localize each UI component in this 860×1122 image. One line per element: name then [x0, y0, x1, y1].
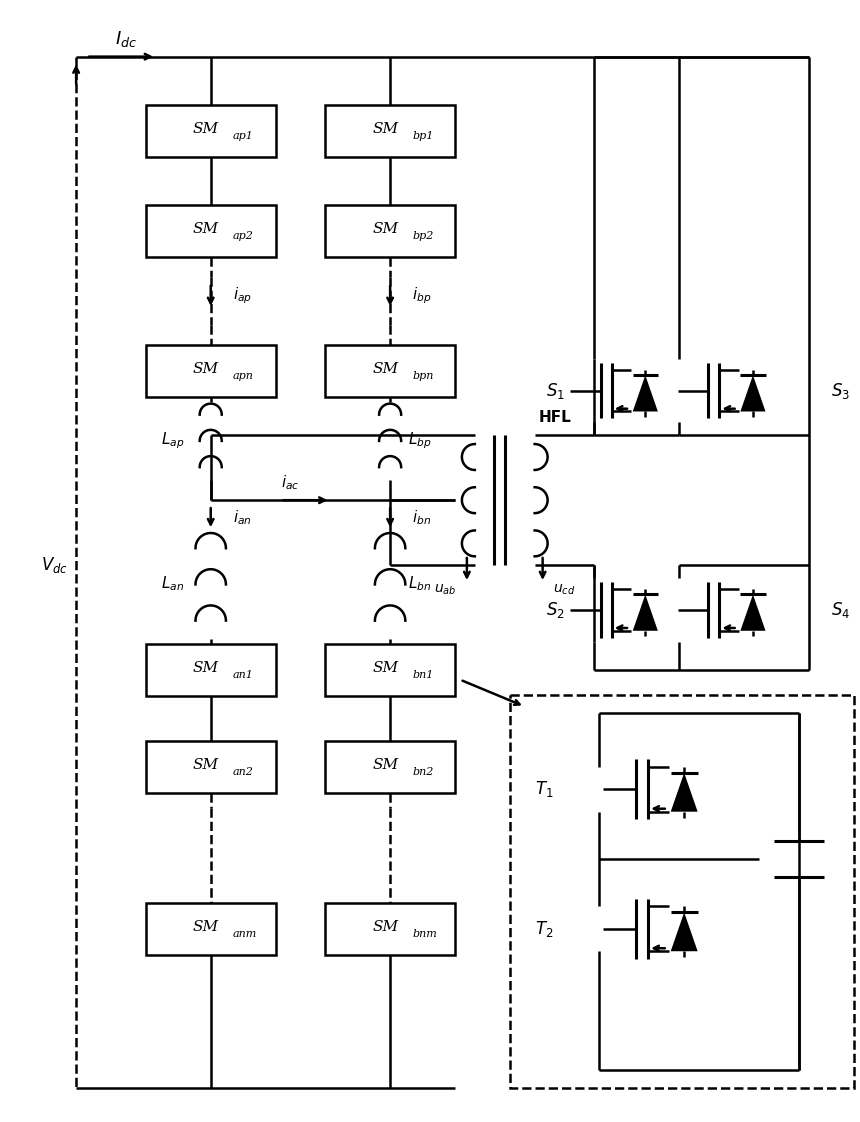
Bar: [325, 644, 455, 696]
Text: $L_{bn}$: $L_{bn}$: [408, 574, 432, 594]
Text: $L_{ap}$: $L_{ap}$: [161, 430, 185, 451]
Polygon shape: [633, 595, 658, 631]
Polygon shape: [633, 375, 658, 412]
Text: $i_{an}$: $i_{an}$: [233, 508, 251, 527]
Text: bn1: bn1: [412, 670, 433, 680]
Polygon shape: [671, 912, 697, 951]
Bar: [325, 344, 455, 396]
Text: $i_{ac}$: $i_{ac}$: [281, 472, 299, 491]
Text: SM: SM: [193, 920, 218, 934]
Polygon shape: [740, 595, 765, 631]
Text: bp2: bp2: [412, 231, 433, 241]
Bar: [510, 695, 854, 1088]
Text: $S_1$: $S_1$: [545, 380, 564, 401]
Text: $i_{ap}$: $i_{ap}$: [233, 286, 252, 306]
Text: $i_{bp}$: $i_{bp}$: [412, 286, 432, 306]
Text: SM: SM: [372, 920, 398, 934]
Bar: [146, 105, 275, 157]
Text: SM: SM: [372, 661, 398, 674]
Bar: [146, 205, 275, 257]
Bar: [146, 644, 275, 696]
Text: bp1: bp1: [412, 131, 433, 141]
Text: $V_{dc}$: $V_{dc}$: [40, 555, 68, 574]
Text: $S_2$: $S_2$: [546, 600, 564, 619]
Text: SM: SM: [372, 122, 398, 137]
Text: $S_3$: $S_3$: [831, 380, 850, 401]
Text: SM: SM: [193, 361, 218, 376]
Text: ap1: ap1: [233, 131, 254, 141]
Text: bn2: bn2: [412, 767, 433, 778]
Text: SM: SM: [372, 361, 398, 376]
Text: $S_4$: $S_4$: [831, 600, 850, 619]
Bar: [325, 105, 455, 157]
Text: bnm: bnm: [412, 929, 437, 939]
Text: $i_{bn}$: $i_{bn}$: [412, 508, 431, 527]
Text: SM: SM: [372, 222, 398, 236]
Polygon shape: [740, 375, 765, 412]
Bar: [146, 903, 275, 955]
Text: $I_{dc}$: $I_{dc}$: [115, 29, 137, 48]
Polygon shape: [671, 773, 697, 811]
Text: SM: SM: [193, 758, 218, 772]
Text: SM: SM: [372, 758, 398, 772]
Text: $T_2$: $T_2$: [536, 919, 554, 939]
Text: $u_{ab}$: $u_{ab}$: [433, 582, 456, 597]
Text: $L_{an}$: $L_{an}$: [162, 574, 184, 594]
Text: apn: apn: [233, 370, 254, 380]
Text: SM: SM: [193, 222, 218, 236]
Bar: [325, 742, 455, 793]
Bar: [325, 205, 455, 257]
Text: an2: an2: [233, 767, 254, 778]
Text: $u_{cd}$: $u_{cd}$: [553, 582, 575, 597]
Text: bpn: bpn: [412, 370, 433, 380]
Text: anm: anm: [233, 929, 257, 939]
Text: $L_{bp}$: $L_{bp}$: [408, 430, 432, 451]
Bar: [325, 903, 455, 955]
Text: $T_1$: $T_1$: [536, 780, 554, 799]
Text: HFL: HFL: [538, 410, 571, 425]
Bar: [146, 742, 275, 793]
Bar: [146, 344, 275, 396]
Text: SM: SM: [193, 122, 218, 137]
Text: an1: an1: [233, 670, 254, 680]
Text: SM: SM: [193, 661, 218, 674]
Text: ap2: ap2: [233, 231, 254, 241]
